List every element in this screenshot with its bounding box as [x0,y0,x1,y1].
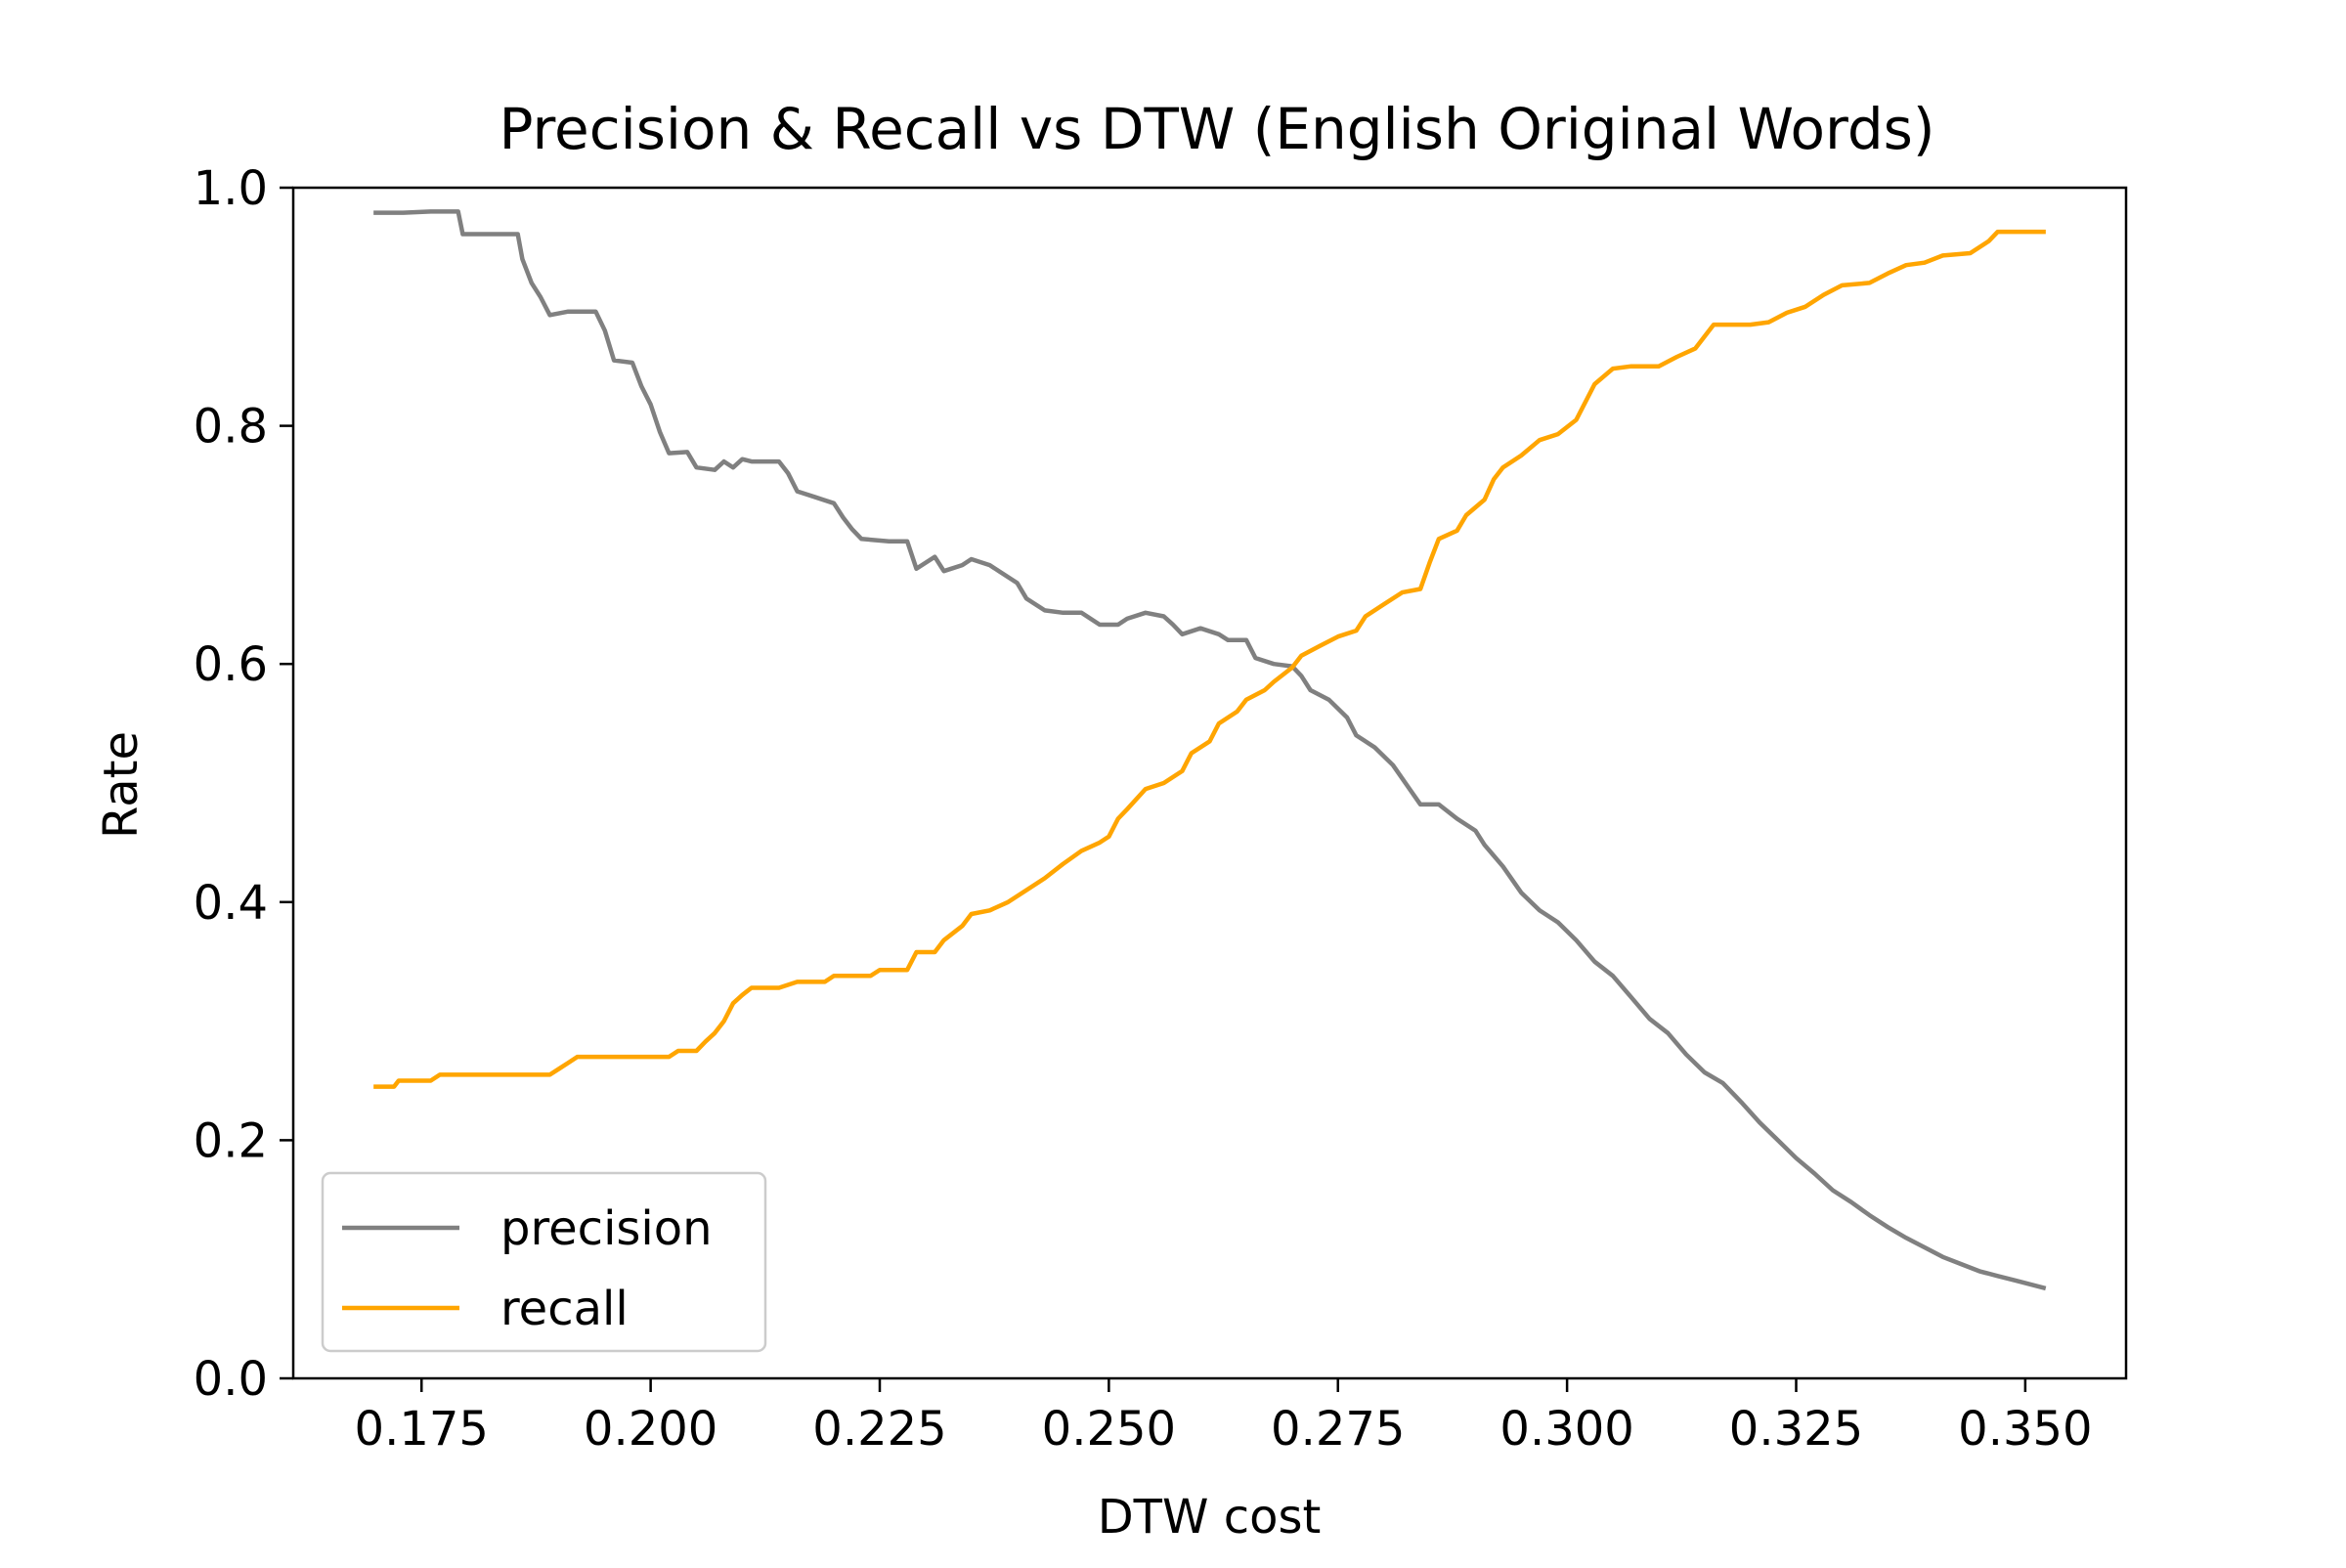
x-tick-label: 0.250 [1042,1402,1176,1457]
x-axis: 0.175 0.200 0.225 0.250 0.275 0.300 0.325 0.350 [355,1378,2093,1457]
x-tick-label: 0.275 [1271,1402,1405,1457]
legend-items: precision recall [342,1201,713,1336]
y-tick-label: 1.0 [194,161,268,216]
series-line-precision [373,209,2047,1291]
series-layer [373,209,2047,1291]
y-axis-label: Rate [94,731,149,839]
x-tick-label: 0.300 [1499,1402,1633,1457]
x-tick-label: 0.200 [584,1402,717,1457]
x-tick-label: 0.325 [1729,1402,1863,1457]
x-axis-label: DTW cost [1098,1490,1322,1545]
plot-frame [291,186,2128,1380]
legend-label-recall: recall [500,1282,629,1336]
chart-title: Precision & Recall vs DTW (English Origi… [499,96,1934,162]
x-tick-label: 0.175 [355,1402,489,1457]
x-tick-label: 0.225 [812,1402,946,1457]
legend-label-precision: precision [500,1201,713,1256]
y-tick-label: 0.2 [194,1113,268,1168]
y-tick-label: 0.6 [194,637,268,692]
series-line-recall [373,229,2046,1089]
y-tick-label: 0.8 [194,400,268,455]
y-tick-label: 0.4 [194,876,268,931]
y-tick-label: 0.0 [194,1352,268,1407]
x-tick-label: 0.350 [1958,1402,2092,1457]
legend: precision recall [321,1171,767,1353]
y-axis: 0.0 0.2 0.4 0.6 0.8 1.0 [194,161,293,1407]
